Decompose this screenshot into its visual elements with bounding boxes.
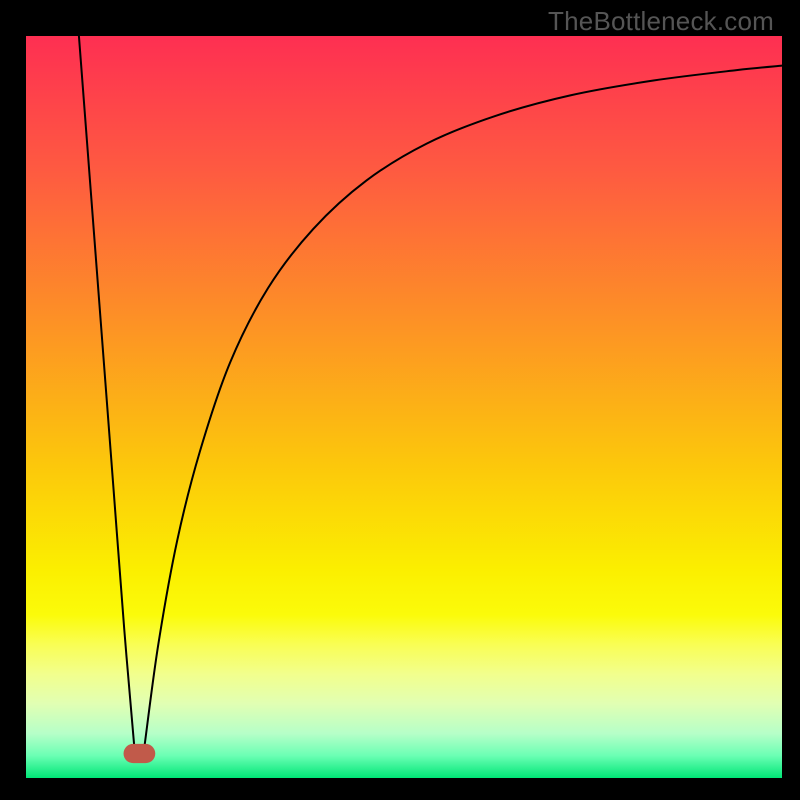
curve-right-branch [145, 66, 782, 745]
figure-root: TheBottleneck.com [0, 0, 800, 800]
watermark-text: TheBottleneck.com [548, 6, 774, 37]
plot-area [26, 36, 782, 778]
dip-marker [124, 744, 156, 763]
curve-svg [26, 36, 782, 778]
curve-left-branch [79, 36, 134, 745]
